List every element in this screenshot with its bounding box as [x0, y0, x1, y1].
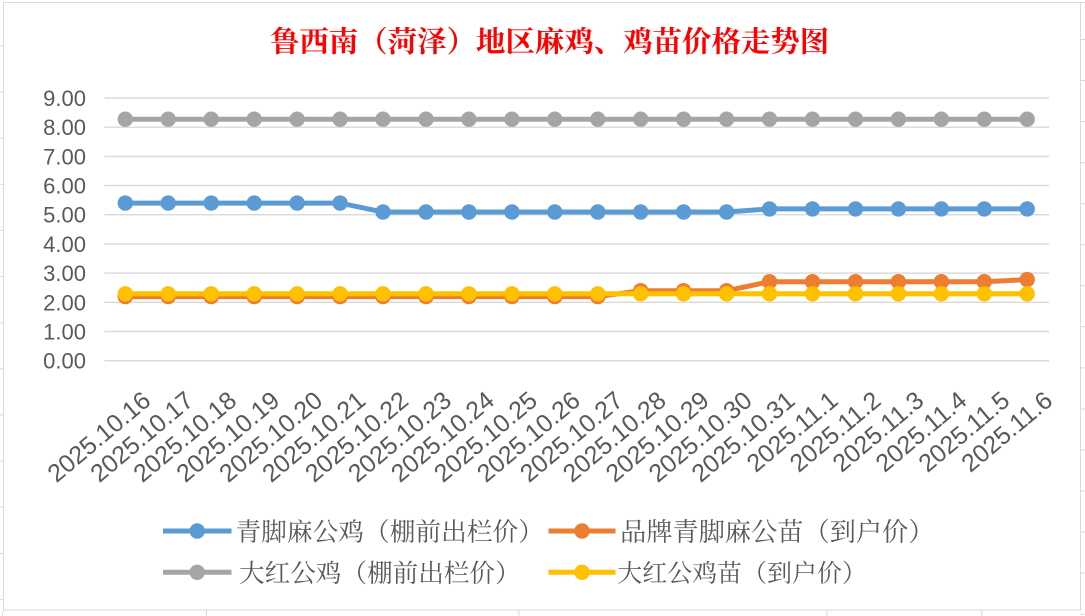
svg-text:8.00: 8.00 [43, 115, 86, 140]
svg-text:1.00: 1.00 [43, 320, 86, 345]
svg-text:9.00: 9.00 [43, 86, 86, 111]
svg-text:6.00: 6.00 [43, 174, 86, 199]
svg-text:5.00: 5.00 [43, 203, 86, 228]
svg-text:0.00: 0.00 [43, 349, 86, 374]
svg-text:3.00: 3.00 [43, 261, 86, 286]
svg-text:7.00: 7.00 [43, 144, 86, 169]
svg-text:2.00: 2.00 [43, 290, 86, 315]
svg-text:4.00: 4.00 [43, 232, 86, 257]
